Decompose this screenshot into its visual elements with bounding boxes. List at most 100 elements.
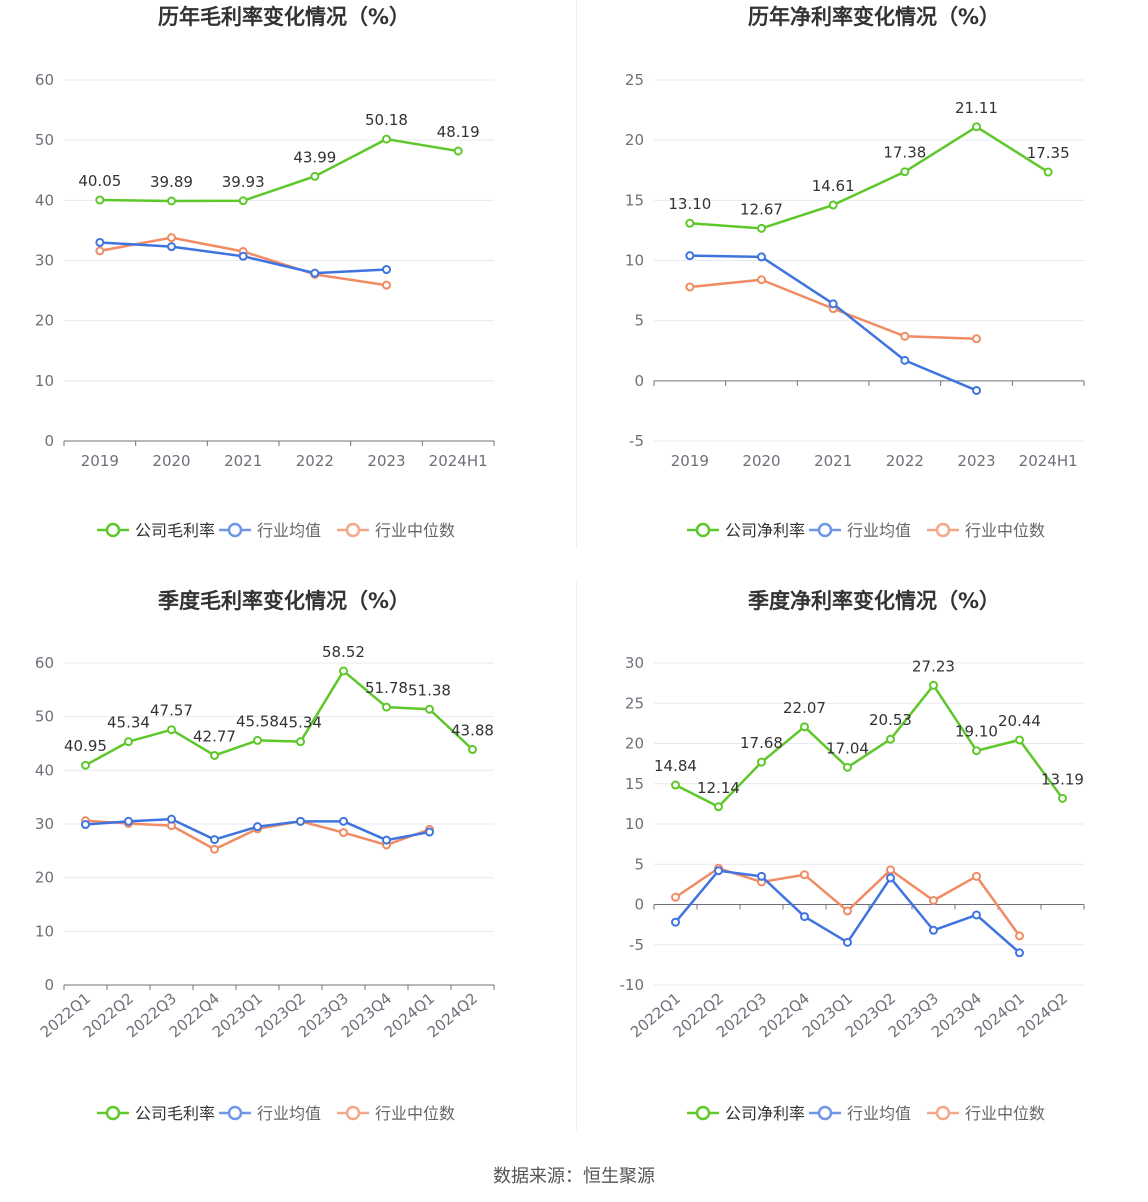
y-tick-label: 20 (35, 869, 54, 887)
x-tick-label: 2020 (742, 452, 780, 470)
y-tick-label: 0 (44, 976, 54, 994)
data-point-industry_avg (382, 265, 391, 275)
data-point-industry_median (685, 282, 695, 292)
legend-swatch-marker (817, 1105, 833, 1121)
data-point-industry_avg (886, 873, 895, 883)
data-point-industry_avg (972, 385, 981, 395)
data-point-company (339, 666, 348, 676)
data-label: 17.38 (883, 144, 926, 162)
legend-item-industry_avg: 行业均值 (219, 1104, 321, 1123)
y-tick-label: 0 (634, 896, 644, 914)
data-point-industry_avg (167, 814, 176, 824)
data-point-company (1043, 167, 1053, 177)
y-tick-label: 60 (35, 71, 54, 89)
y-tick-label: 25 (625, 694, 644, 712)
legend-label: 公司净利率 (725, 1104, 805, 1123)
legend-label: 行业中位数 (375, 1104, 455, 1123)
x-tick-label: 2019 (671, 452, 709, 470)
data-point-company (929, 680, 938, 690)
data-point-industry_avg (929, 925, 938, 935)
data-point-industry_median (1015, 931, 1024, 941)
x-tick-label: 2021 (224, 452, 262, 470)
y-tick-label: 5 (634, 855, 644, 873)
legend-label: 公司毛利率 (135, 1104, 215, 1123)
data-point-company (1015, 735, 1024, 745)
x-tick-label: 2019 (81, 452, 119, 470)
y-tick-label: 40 (35, 761, 54, 779)
data-point-industry_avg (382, 835, 391, 845)
data-point-industry_median (972, 871, 981, 881)
data-point-industry_avg (757, 252, 766, 262)
data-point-company (210, 750, 219, 760)
data-label: 20.44 (998, 712, 1041, 730)
legend-item-company: 公司净利率 (687, 521, 805, 540)
series-line-company (84, 669, 474, 767)
data-label: 20.53 (869, 711, 912, 729)
data-point-industry_median (843, 906, 852, 916)
legend-swatch-marker (345, 522, 361, 538)
legend-swatch-marker (935, 1105, 951, 1121)
legend-item-industry_median: 行业中位数 (337, 521, 455, 540)
chart-title: 历年净利率变化情况（%） (748, 5, 1000, 29)
data-label: 14.61 (812, 177, 855, 195)
y-tick-label: 5 (634, 312, 644, 330)
divider (576, 582, 577, 1130)
y-tick-label: -5 (629, 936, 644, 954)
data-point-industry_median (167, 233, 176, 243)
data-point-company (828, 200, 838, 210)
chart-title: 季度净利率变化情况（%） (748, 589, 1000, 613)
legend-label: 公司净利率 (725, 521, 805, 540)
y-tick-label: 40 (35, 191, 54, 209)
legend-label: 行业均值 (847, 1104, 911, 1123)
data-label: 40.05 (78, 172, 121, 190)
chart-panel: 历年毛利率变化情况（%） 0 10 20 30 40 50 60 2019 2020 2021 202… (35, 5, 495, 540)
series-line-company (689, 125, 1049, 230)
legend-label: 行业均值 (847, 521, 911, 540)
data-point-company (253, 735, 262, 745)
y-tick-label: 10 (35, 372, 54, 390)
data-point-company (714, 802, 723, 812)
y-tick-label: 50 (35, 708, 54, 726)
legend-swatch-marker (935, 522, 951, 538)
data-label: 45.58 (236, 712, 279, 730)
y-tick-label: 0 (44, 432, 54, 450)
data-point-industry_avg (425, 827, 434, 837)
data-label: 22.07 (783, 699, 826, 717)
chart-panel: 历年净利率变化情况（%） -5 0 5 10 15 20 25 2019 2020 2021 2022… (625, 5, 1085, 540)
data-label: 51.78 (365, 679, 408, 697)
data-point-company (382, 702, 391, 712)
series-line-industry_median (674, 867, 1021, 937)
data-point-company (167, 725, 176, 735)
x-tick-label: 2022 (296, 452, 334, 470)
y-tick-label: 60 (35, 654, 54, 672)
x-tick-label: 2024H1 (1019, 452, 1078, 470)
data-label: 12.67 (740, 200, 783, 218)
x-tick-label: 2021 (814, 452, 852, 470)
data-label: 43.88 (451, 722, 494, 740)
data-label: 17.68 (740, 734, 783, 752)
legend-swatch-marker (227, 522, 243, 538)
data-point-industry_avg (800, 912, 809, 922)
y-tick-label: 30 (625, 654, 644, 672)
legend-item-company: 公司净利率 (687, 1104, 805, 1123)
x-tick-label: 2020 (152, 452, 190, 470)
legend-label: 行业均值 (257, 1104, 321, 1123)
data-point-industry_avg (828, 299, 838, 309)
data-label: 21.11 (955, 99, 998, 117)
data-point-industry_median (95, 246, 105, 256)
legend-swatch-marker (695, 1105, 711, 1121)
y-tick-label: -10 (620, 976, 645, 994)
data-point-industry_median (929, 895, 938, 905)
data-point-industry_avg (671, 917, 680, 927)
data-label: 17.04 (826, 739, 869, 757)
legend-item-industry_median: 行业中位数 (927, 521, 1045, 540)
legend-swatch-marker (105, 1105, 121, 1121)
data-point-company (310, 171, 320, 181)
data-point-industry_avg (972, 910, 981, 920)
data-point-company (167, 196, 176, 206)
data-point-company (843, 762, 852, 772)
data-point-company (900, 167, 910, 177)
chart-title: 季度毛利率变化情况（%） (158, 589, 410, 613)
data-point-industry_avg (685, 251, 695, 261)
